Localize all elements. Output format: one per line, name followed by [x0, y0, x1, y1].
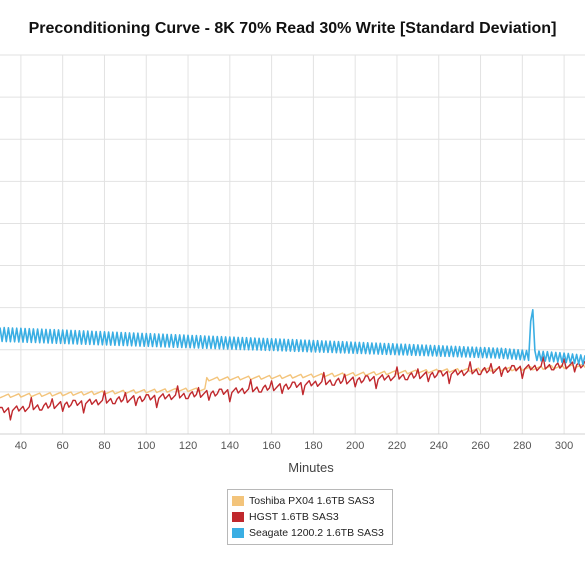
legend-item-toshiba[interactable]: Toshiba PX04 1.6TB SAS3 [232, 493, 388, 509]
chart-title: Preconditioning Curve - 8K 70% Read 30% … [28, 20, 557, 37]
x-tick-label: 80 [98, 440, 110, 452]
x-tick-label: 280 [513, 440, 531, 452]
x-tick-label: 200 [346, 440, 364, 452]
legend: Toshiba PX04 1.6TB SAS3 HGST 1.6TB SAS3 … [227, 489, 393, 545]
series-line-seagate[interactable] [0, 308, 585, 366]
series-line-toshiba[interactable] [0, 363, 585, 399]
legend-label-toshiba: Toshiba PX04 1.6TB SAS3 [249, 495, 375, 507]
legend-label-seagate: Seagate 1200.2 1.6TB SAS3 [249, 527, 384, 539]
x-tick-label: 40 [15, 440, 27, 452]
x-tick-labels: 40 60 80 100 120 140 160 180 200 220 240 260 280 300 [15, 440, 574, 452]
x-tick-label: 180 [304, 440, 322, 452]
legend-swatch-hgst [232, 512, 244, 522]
legend-item-hgst[interactable]: HGST 1.6TB SAS3 [232, 509, 388, 525]
legend-item-seagate[interactable]: Seagate 1200.2 1.6TB SAS3 [232, 525, 388, 541]
legend-label-hgst: HGST 1.6TB SAS3 [249, 511, 339, 523]
x-axis-title: Minutes [288, 460, 334, 475]
series-line-hgst[interactable] [0, 356, 585, 421]
series-layer [0, 308, 585, 421]
x-tick-label: 300 [555, 440, 573, 452]
x-tick-label: 160 [262, 440, 280, 452]
x-tick-label: 100 [137, 440, 155, 452]
x-tick-label: 120 [179, 440, 197, 452]
x-tick-label: 220 [388, 440, 406, 452]
legend-swatch-seagate [232, 528, 244, 538]
x-tick-label: 260 [471, 440, 489, 452]
legend-swatch-toshiba [232, 496, 244, 506]
x-tick-label: 60 [57, 440, 69, 452]
x-tick-label: 140 [221, 440, 239, 452]
x-tick-label: 240 [430, 440, 448, 452]
